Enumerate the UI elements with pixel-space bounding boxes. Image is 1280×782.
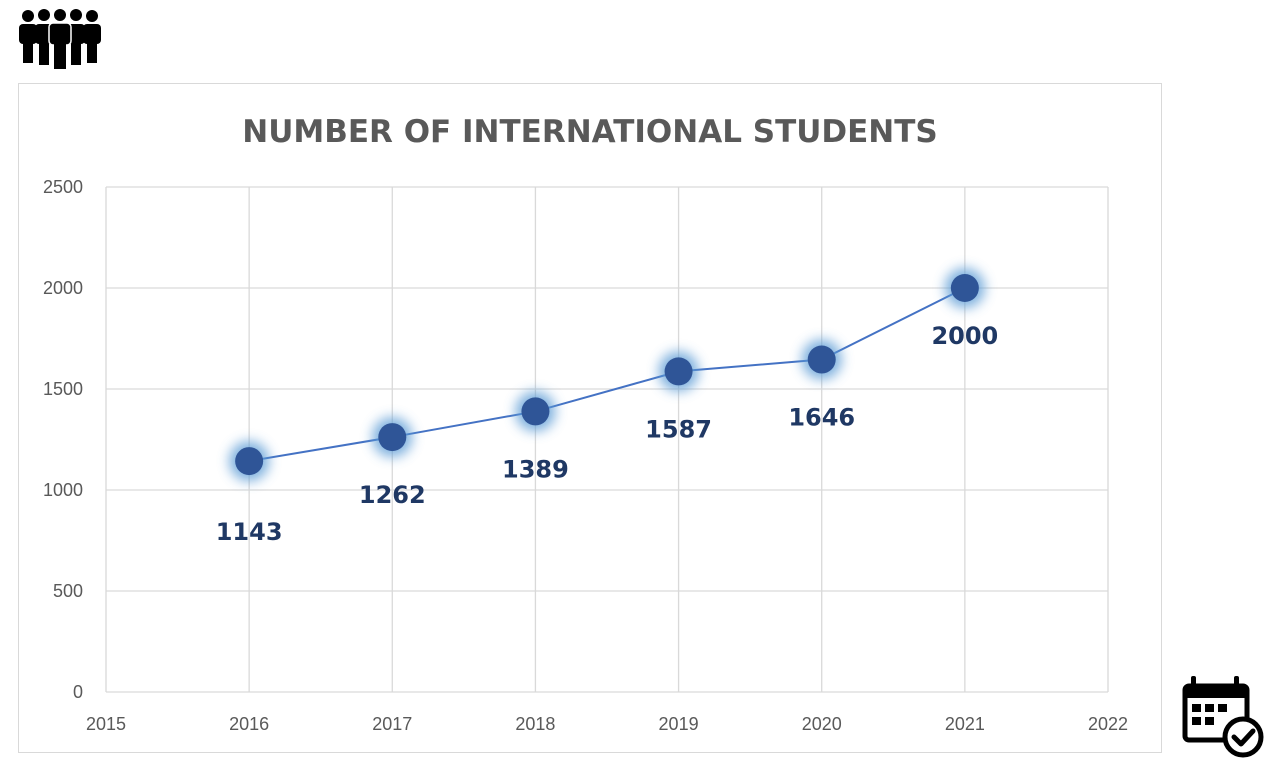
x-tick-label: 2015 — [86, 714, 126, 734]
data-point — [664, 357, 693, 386]
chart-frame — [18, 83, 1162, 753]
x-tick-label: 2016 — [229, 714, 269, 734]
y-tick-label: 0 — [73, 682, 83, 702]
x-tick-label: 2020 — [802, 714, 842, 734]
x-tick-label: 2018 — [515, 714, 555, 734]
x-tick-label: 2022 — [1088, 714, 1128, 734]
chart-title: NUMBER OF INTERNATIONAL STUDENTS — [242, 114, 937, 150]
x-tick-label: 2021 — [945, 714, 985, 734]
x-tick-label: 2017 — [372, 714, 412, 734]
data-point — [378, 423, 407, 452]
data-label: 1389 — [502, 455, 569, 483]
data-point — [521, 397, 550, 426]
data-label: 2000 — [931, 322, 998, 350]
data-label: 1143 — [216, 518, 283, 546]
people-group-icon — [19, 9, 101, 69]
y-tick-label: 500 — [53, 581, 83, 601]
data-label: 1587 — [645, 415, 712, 443]
y-tick-label: 1000 — [43, 480, 83, 500]
data-point — [235, 447, 264, 476]
calendar-check-icon — [1182, 676, 1264, 758]
data-label: 1262 — [359, 481, 426, 509]
data-point — [807, 345, 836, 374]
data-point — [950, 274, 979, 302]
y-tick-label: 2000 — [43, 278, 83, 298]
y-tick-label: 2500 — [43, 177, 83, 197]
x-tick-label: 2019 — [659, 714, 699, 734]
series-line — [248, 287, 966, 463]
data-label: 1646 — [788, 404, 855, 432]
y-tick-label: 1500 — [43, 379, 83, 399]
